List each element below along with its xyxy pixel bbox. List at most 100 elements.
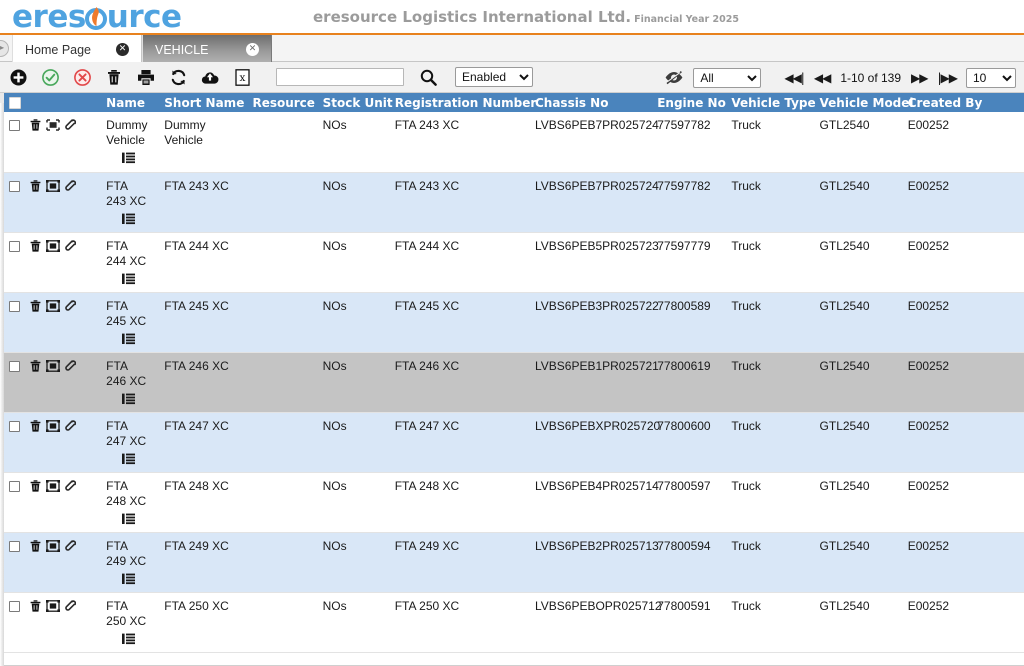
image-frame-icon[interactable] bbox=[46, 359, 61, 372]
row-checkbox[interactable] bbox=[9, 120, 20, 132]
table-row[interactable]: FTA 244 XC FTA 244 XC NOs FTA 244 XC LVBS6PEB… bbox=[4, 232, 1024, 293]
image-frame-icon[interactable] bbox=[46, 239, 61, 252]
left-edge-scroll-gutter[interactable] bbox=[0, 103, 4, 666]
col-vehicle-type[interactable]: Vehicle Type bbox=[727, 93, 816, 112]
image-frame-icon[interactable] bbox=[46, 179, 61, 192]
row-select-cell[interactable] bbox=[4, 592, 27, 653]
list-detail-icon[interactable] bbox=[122, 573, 136, 585]
eresource-logo[interactable]: eres urce bbox=[12, 0, 182, 35]
last-page-icon[interactable]: |▶▶ bbox=[937, 70, 958, 85]
table-row[interactable]: Dummy Vehicle Dummy Vehicle NOs FTA 243 XC LVB… bbox=[4, 112, 1024, 173]
row-select-cell[interactable] bbox=[4, 532, 27, 593]
image-frame-icon[interactable] bbox=[46, 119, 60, 131]
refresh-icon[interactable] bbox=[168, 67, 188, 87]
row-select-cell[interactable] bbox=[4, 472, 27, 533]
col-created-by[interactable]: Created By bbox=[903, 93, 1024, 112]
list-detail-icon[interactable] bbox=[122, 273, 136, 285]
list-detail-icon[interactable] bbox=[122, 453, 136, 465]
table-row[interactable]: FTA 246 XC FTA 246 XC NOs FTA 246 XC LVBS6PEB… bbox=[4, 352, 1024, 413]
image-frame-icon[interactable] bbox=[46, 539, 61, 552]
trash-icon[interactable] bbox=[104, 67, 124, 87]
col-short-name[interactable]: Short Name bbox=[160, 93, 249, 112]
table-row[interactable]: FTA 245 XC FTA 245 XC NOs FTA 245 XC LVBS6PEB… bbox=[4, 292, 1024, 353]
list-detail-icon[interactable] bbox=[122, 513, 136, 525]
row-checkbox[interactable] bbox=[9, 420, 20, 432]
search-icon[interactable] bbox=[418, 67, 438, 87]
col-registration-number[interactable]: Registration Number bbox=[390, 93, 536, 112]
image-frame-icon[interactable] bbox=[46, 479, 61, 492]
list-detail-icon[interactable] bbox=[122, 152, 136, 164]
row-checkbox[interactable] bbox=[9, 300, 20, 312]
search-input[interactable] bbox=[276, 68, 404, 86]
col-name[interactable]: Name bbox=[102, 93, 161, 112]
row-select-cell[interactable] bbox=[4, 412, 27, 473]
image-frame-icon[interactable] bbox=[46, 299, 61, 312]
paperclip-icon[interactable] bbox=[65, 179, 77, 192]
paperclip-icon[interactable] bbox=[65, 299, 77, 312]
trash-icon[interactable] bbox=[30, 299, 41, 312]
tab-vehicle[interactable]: VEHICLE ✕ bbox=[142, 35, 272, 64]
paperclip-icon[interactable] bbox=[65, 239, 77, 252]
cloud-upload-icon[interactable] bbox=[200, 67, 220, 87]
prev-page-icon[interactable]: ◀◀ bbox=[813, 70, 831, 85]
trash-icon[interactable] bbox=[30, 359, 41, 372]
trash-icon[interactable] bbox=[30, 479, 41, 492]
row-select-cell[interactable] bbox=[4, 172, 27, 233]
list-detail-icon[interactable] bbox=[122, 213, 136, 225]
col-engine-no[interactable]: Engine No bbox=[653, 93, 728, 112]
col-resource[interactable]: Resource bbox=[248, 93, 319, 112]
scope-filter-select[interactable]: All bbox=[693, 67, 762, 88]
tab-home-page[interactable]: Home Page ✕ bbox=[12, 35, 142, 64]
check-circle-icon[interactable] bbox=[40, 67, 60, 87]
trash-icon[interactable] bbox=[30, 419, 41, 432]
paperclip-icon[interactable] bbox=[65, 599, 77, 612]
excel-file-icon[interactable]: x bbox=[232, 67, 252, 87]
close-icon[interactable]: ✕ bbox=[246, 43, 259, 56]
select-all-checkbox[interactable] bbox=[9, 97, 21, 109]
table-row[interactable]: FTA 249 XC FTA 249 XC NOs FTA 249 XC LVBS6PEB… bbox=[4, 532, 1024, 593]
row-checkbox[interactable] bbox=[9, 600, 20, 612]
row-checkbox[interactable] bbox=[9, 360, 20, 372]
trash-icon[interactable] bbox=[30, 119, 41, 131]
image-frame-icon[interactable] bbox=[46, 419, 61, 432]
list-detail-icon[interactable] bbox=[122, 333, 136, 345]
printer-icon[interactable] bbox=[136, 67, 156, 87]
col-actions[interactable] bbox=[26, 93, 103, 112]
close-icon[interactable]: ✕ bbox=[116, 43, 129, 56]
table-row[interactable]: FTA 250 XC FTA 250 XC NOs FTA 250 XC LVBS6PEB… bbox=[4, 592, 1024, 653]
cancel-circle-icon[interactable] bbox=[72, 67, 92, 87]
table-row[interactable]: FTA 248 XC FTA 248 XC NOs FTA 248 XC LVBS6PEB… bbox=[4, 472, 1024, 533]
page-size-select[interactable]: 10 bbox=[966, 67, 1016, 88]
paperclip-icon[interactable] bbox=[65, 419, 77, 432]
chevron-left-circle-icon[interactable]: ➤ bbox=[0, 40, 9, 57]
eye-slash-icon[interactable] bbox=[664, 68, 684, 88]
trash-icon[interactable] bbox=[30, 179, 41, 192]
row-checkbox[interactable] bbox=[9, 240, 20, 252]
row-select-cell[interactable] bbox=[4, 232, 27, 293]
list-detail-icon[interactable] bbox=[122, 393, 136, 405]
col-vehicle-model[interactable]: Vehicle Model bbox=[815, 93, 914, 112]
first-page-icon[interactable]: ◀◀| bbox=[784, 70, 804, 85]
row-checkbox[interactable] bbox=[9, 180, 20, 192]
paperclip-icon[interactable] bbox=[65, 479, 77, 492]
row-select-cell[interactable] bbox=[4, 292, 27, 353]
paperclip-icon[interactable] bbox=[65, 359, 77, 372]
table-row[interactable]: FTA 243 XC FTA 243 XC NOs FTA 243 XC LVBS6PEB… bbox=[4, 172, 1024, 233]
col-stock-unit[interactable]: Stock Unit bbox=[318, 93, 393, 112]
list-detail-icon[interactable] bbox=[122, 633, 136, 645]
status-filter-select[interactable]: Enabled bbox=[455, 67, 533, 87]
table-row[interactable]: FTA 247 XC FTA 247 XC NOs FTA 247 XC LVBS6PEB… bbox=[4, 412, 1024, 473]
trash-icon[interactable] bbox=[30, 539, 41, 552]
row-checkbox[interactable] bbox=[9, 540, 20, 552]
row-checkbox[interactable] bbox=[9, 480, 20, 492]
col-chassis-no[interactable]: Chassis No bbox=[530, 93, 654, 112]
next-page-icon[interactable]: ▶▶ bbox=[911, 70, 928, 85]
paperclip-icon[interactable] bbox=[65, 119, 77, 131]
trash-icon[interactable] bbox=[30, 599, 41, 612]
row-select-cell[interactable] bbox=[4, 112, 27, 173]
paperclip-icon[interactable] bbox=[65, 539, 77, 552]
trash-icon[interactable] bbox=[30, 239, 41, 252]
image-frame-icon[interactable] bbox=[46, 599, 61, 612]
plus-circle-icon[interactable] bbox=[8, 67, 28, 87]
row-select-cell[interactable] bbox=[4, 352, 27, 413]
